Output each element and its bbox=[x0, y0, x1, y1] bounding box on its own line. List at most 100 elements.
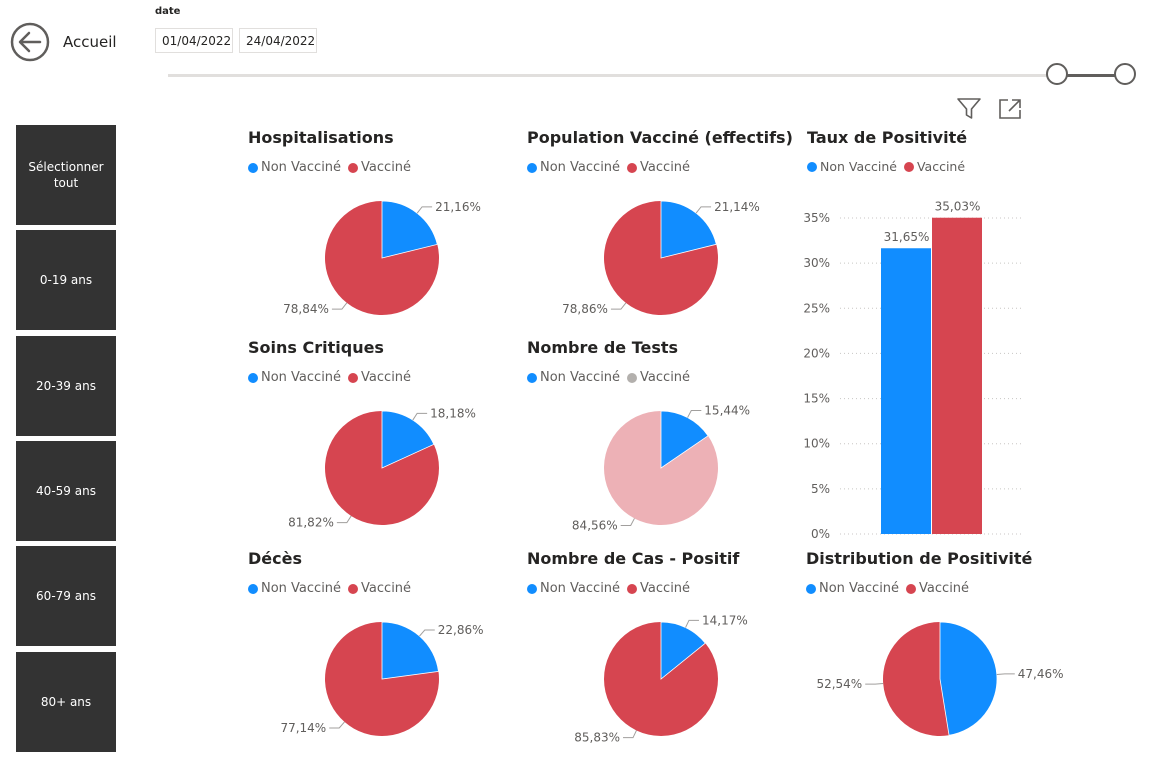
focus-mode-icon[interactable] bbox=[998, 98, 1022, 120]
pie-chart: 18,18% 81,82% bbox=[288, 406, 476, 530]
bar-vaccine[interactable] bbox=[932, 217, 982, 535]
pie-leader-line bbox=[865, 683, 884, 685]
pie-slice-non-vaccine[interactable] bbox=[660, 200, 717, 259]
legend-dot-non-vaccine bbox=[527, 583, 537, 594]
legend-item-vaccine[interactable]: Vacciné bbox=[627, 370, 690, 385]
date-slider-track[interactable] bbox=[168, 74, 1123, 77]
pie-title: Distribution de Positivité bbox=[806, 549, 1033, 568]
legend-item-non-vaccine[interactable]: Non Vacciné bbox=[248, 370, 341, 385]
legend-label-vaccine: Vacciné bbox=[919, 581, 970, 596]
legend-item-non-vaccine[interactable]: Non Vacciné bbox=[248, 160, 341, 175]
legend-dot-non-vaccine bbox=[527, 162, 537, 173]
legend-dot-non-vaccine bbox=[806, 583, 816, 594]
age-select-all-button[interactable]: Sélectionner tout bbox=[16, 125, 116, 225]
pie-leader-line bbox=[416, 206, 433, 214]
date-end-input[interactable]: 24/04/2022 bbox=[239, 28, 317, 53]
pie-leader-line bbox=[687, 409, 702, 418]
legend-dot-non-vaccine bbox=[248, 372, 258, 383]
pie-slice-non-vaccine[interactable] bbox=[939, 621, 998, 736]
legend-item-vaccine[interactable]: Vacciné bbox=[903, 159, 965, 174]
legend-dot-vaccine bbox=[348, 372, 359, 383]
legend-label-non-vaccine: Non Vacciné bbox=[261, 160, 342, 175]
pie-data-label: 14,17% bbox=[702, 613, 748, 627]
legend-label-non-vaccine: Non Vacciné bbox=[540, 160, 621, 175]
legend-dot-non-vaccine bbox=[527, 372, 537, 383]
legend-dot-non-vaccine bbox=[807, 161, 817, 172]
y-tick-label: 5% bbox=[811, 482, 830, 496]
pie-title: Population Vacciné (effectifs) bbox=[527, 128, 793, 147]
pie-leader-line bbox=[331, 302, 348, 310]
age-0-19-button[interactable]: 0-19 ans bbox=[16, 230, 116, 330]
age-60-79-button[interactable]: 60-79 ans bbox=[16, 546, 116, 646]
legend-label-vaccine: Vacciné bbox=[361, 160, 412, 175]
legend-dot-vaccine bbox=[627, 583, 638, 594]
legend-label-vaccine: Vacciné bbox=[361, 581, 412, 596]
legend-dot-vaccine bbox=[348, 162, 359, 173]
pie-slice-vaccine[interactable] bbox=[883, 622, 950, 736]
date-slider-range bbox=[1057, 74, 1125, 77]
y-tick-label: 20% bbox=[803, 346, 830, 360]
legend-item-non-vaccine[interactable]: Non Vacciné bbox=[806, 581, 899, 596]
y-tick-label: 25% bbox=[803, 301, 830, 315]
filter-icon[interactable] bbox=[956, 97, 982, 121]
pie-data-label: 21,14% bbox=[714, 200, 760, 214]
age-20-39-button[interactable]: 20-39 ans bbox=[16, 336, 116, 436]
pie-title: Nombre de Tests bbox=[527, 338, 679, 357]
back-arrow-icon[interactable] bbox=[10, 22, 50, 62]
pie-slice-non-vaccine[interactable] bbox=[660, 621, 706, 680]
age-80-plus-button[interactable]: 80+ ans bbox=[16, 652, 116, 752]
legend-dot-vaccine bbox=[627, 162, 638, 173]
pie-legend: Non Vacciné Vacciné bbox=[527, 581, 697, 596]
pie-legend: Non Vacciné Vacciné bbox=[248, 581, 418, 596]
age-40-59-button[interactable]: 40-59 ans bbox=[16, 441, 116, 541]
pie-title: Hospitalisations bbox=[248, 128, 394, 147]
pie-slice-non-vaccine[interactable] bbox=[381, 410, 435, 469]
pie-title: Nombre de Cas - Positif bbox=[527, 549, 740, 568]
legend-item-vaccine[interactable]: Vacciné bbox=[348, 160, 411, 175]
legend-item-non-vaccine[interactable]: Non Vacciné bbox=[248, 581, 341, 596]
pie-legend: Non Vacciné Vacciné bbox=[527, 370, 697, 385]
pie-leader-line bbox=[329, 721, 345, 729]
pie-data-label: 78,86% bbox=[562, 302, 608, 316]
legend-item-non-vaccine[interactable]: Non Vacciné bbox=[807, 159, 897, 174]
legend-label-vaccine: Vacciné bbox=[640, 581, 691, 596]
pie-chart: 21,14% 78,86% bbox=[562, 200, 760, 316]
positivity-bar-chart: 0% 5% 10% 15% 20% 25% 30% 35% 31,65% 35,03% bbox=[803, 200, 1022, 541]
legend-label-non-vaccine: Non Vacciné bbox=[540, 370, 621, 385]
date-slider-start-handle[interactable] bbox=[1046, 63, 1068, 85]
legend-dot-vaccine bbox=[906, 583, 917, 594]
legend-item-vaccine[interactable]: Vacciné bbox=[627, 581, 690, 596]
home-label[interactable]: Accueil bbox=[63, 33, 117, 51]
y-tick-label: 10% bbox=[803, 437, 830, 451]
legend-item-non-vaccine[interactable]: Non Vacciné bbox=[527, 581, 620, 596]
date-start-input[interactable]: 01/04/2022 bbox=[155, 28, 233, 53]
legend-item-non-vaccine[interactable]: Non Vacciné bbox=[527, 160, 620, 175]
pie-legend: Non Vacciné Vacciné bbox=[806, 581, 976, 596]
legend-label-vaccine: Vacciné bbox=[640, 370, 691, 385]
pie-data-label: 81,82% bbox=[288, 516, 334, 530]
bar-non-vaccine[interactable] bbox=[881, 248, 931, 534]
pie-data-label: 18,18% bbox=[430, 406, 476, 420]
legend-item-vaccine[interactable]: Vacciné bbox=[348, 370, 411, 385]
pie-slice-non-vaccine[interactable] bbox=[381, 200, 438, 259]
pie-title: Décès bbox=[248, 549, 302, 568]
pie-legend: Non Vacciné Vacciné bbox=[527, 160, 697, 175]
legend-dot-non-vaccine bbox=[248, 583, 258, 594]
legend-item-vaccine[interactable]: Vacciné bbox=[906, 581, 969, 596]
legend-dot-vaccine bbox=[348, 583, 359, 594]
pie-leader-line bbox=[996, 673, 1015, 675]
legend-dot-vaccine bbox=[903, 161, 914, 172]
date-slider-end-handle[interactable] bbox=[1114, 63, 1136, 85]
pie-data-label: 78,84% bbox=[283, 302, 329, 316]
legend-item-vaccine[interactable]: Vacciné bbox=[627, 160, 690, 175]
pie-leader-line bbox=[419, 629, 435, 637]
pie-leader-line bbox=[685, 619, 699, 628]
y-tick-label: 0% bbox=[811, 527, 830, 541]
pie-slice-non-vaccine[interactable] bbox=[660, 410, 709, 469]
legend-item-non-vaccine[interactable]: Non Vacciné bbox=[527, 370, 620, 385]
pie-leader-line bbox=[695, 206, 712, 214]
legend-item-vaccine[interactable]: Vacciné bbox=[348, 581, 411, 596]
legend-label-non-vaccine: Non Vacciné bbox=[820, 159, 897, 174]
legend-label-non-vaccine: Non Vacciné bbox=[261, 370, 342, 385]
legend-label-vaccine: Vacciné bbox=[640, 160, 691, 175]
